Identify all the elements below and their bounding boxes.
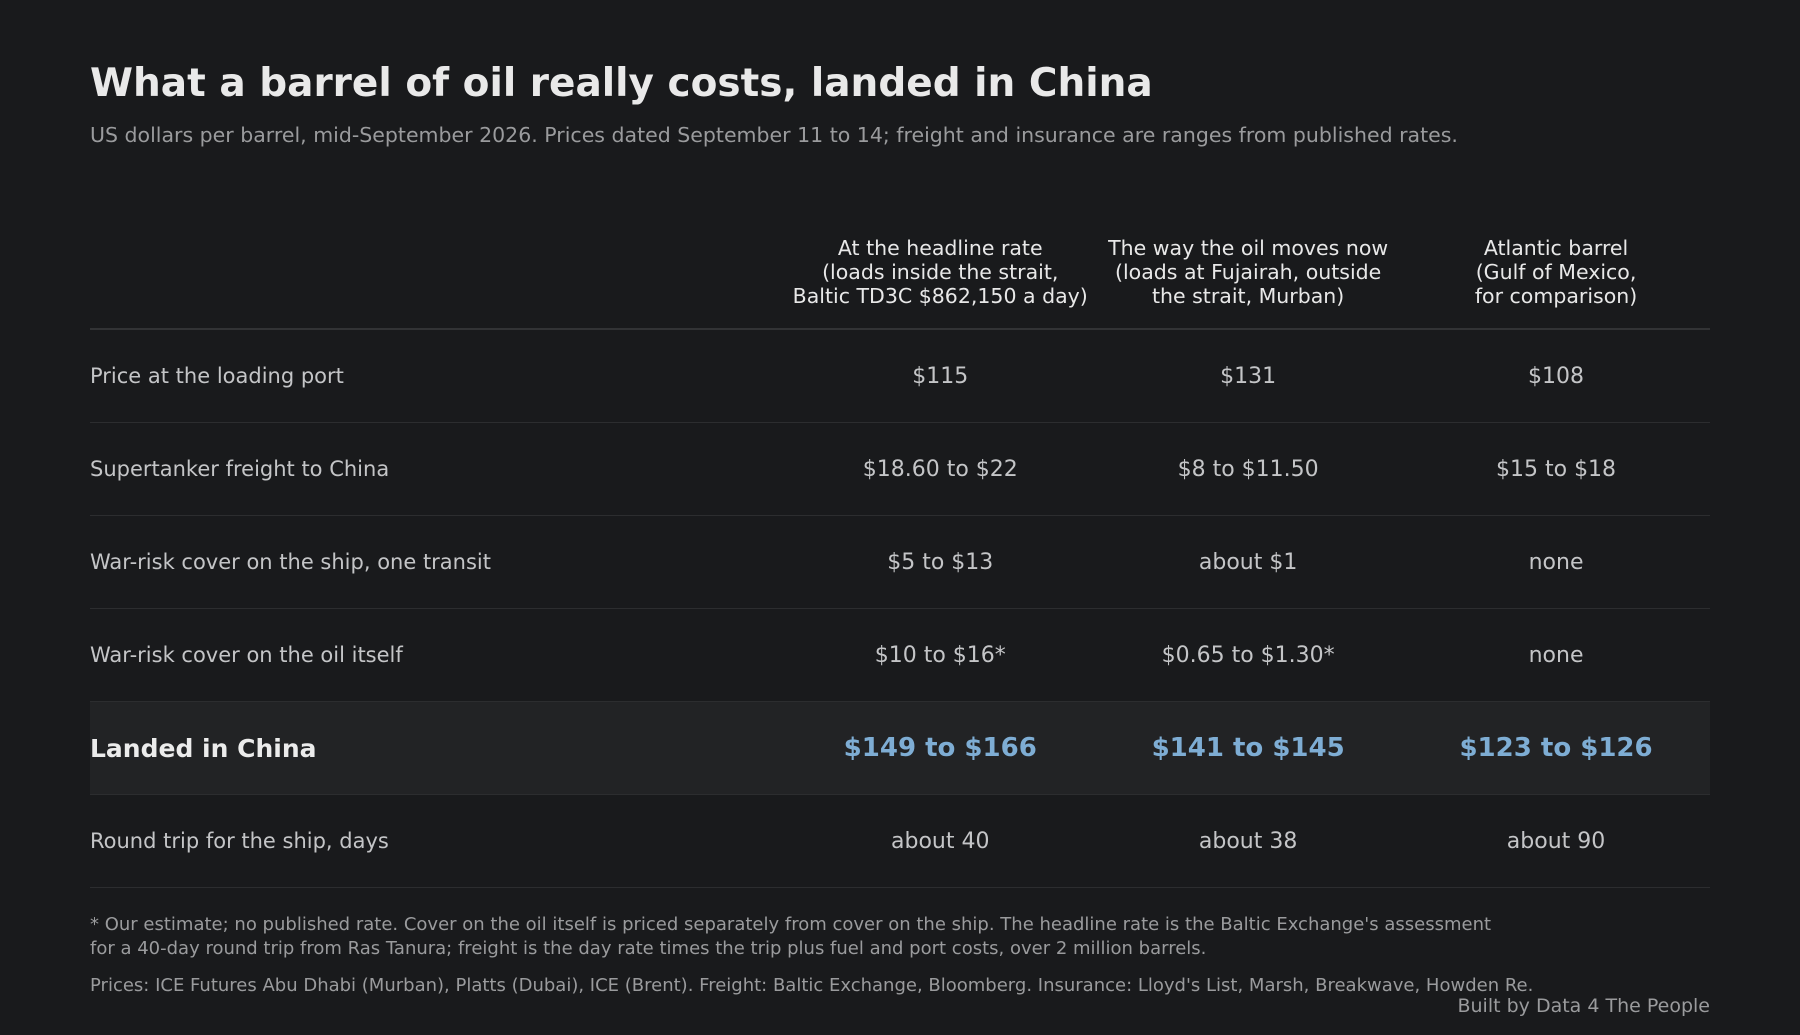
sources-note: Prices: ICE Futures Abu Dhabi (Murban), … xyxy=(90,975,1534,996)
page: What a barrel of oil really costs, lande… xyxy=(90,0,1710,1035)
header-line: (loads inside the strait, xyxy=(822,260,1059,284)
table-cell: about 90 xyxy=(1402,794,1710,888)
table-cell: $108 xyxy=(1402,329,1710,423)
credit-line: Built by Data 4 The People xyxy=(1457,995,1710,1017)
header-line: Baltic TD3C $862,150 a day) xyxy=(792,284,1088,308)
table-cell: $131 xyxy=(1094,329,1403,423)
row-label: War-risk cover on the oil itself xyxy=(90,608,787,702)
table-header: At the headline rate (loads inside the s… xyxy=(90,212,1710,330)
table-cell: none xyxy=(1402,608,1710,702)
table-row: War-risk cover on the ship, one transit … xyxy=(90,515,1710,609)
table-cell: about $1 xyxy=(1094,515,1403,609)
row-label: Price at the loading port xyxy=(90,329,787,423)
table-row: Supertanker freight to China $18.60 to $… xyxy=(90,422,1710,516)
row-label: Supertanker freight to China xyxy=(90,422,787,516)
table-body: Price at the loading port $115 $131 $108… xyxy=(90,329,1710,888)
total-row: Landed in China $149 to $166 $141 to $14… xyxy=(90,701,1710,795)
table-cell: $5 to $13 xyxy=(786,515,1095,609)
footnotes: * Our estimate; no published rate. Cover… xyxy=(90,913,1710,998)
header-line: Atlantic barrel xyxy=(1483,236,1629,260)
total-cell: $141 to $145 xyxy=(1094,701,1403,795)
row-label: Round trip for the ship, days xyxy=(90,794,787,888)
header-row: At the headline rate (loads inside the s… xyxy=(90,212,1710,330)
table-cell: $15 to $18 xyxy=(1402,422,1710,516)
table-cell: $0.65 to $1.30* xyxy=(1094,608,1403,702)
table-row: Price at the loading port $115 $131 $108 xyxy=(90,329,1710,423)
total-cell: $149 to $166 xyxy=(786,701,1095,795)
page-subtitle: US dollars per barrel, mid-September 202… xyxy=(90,123,1458,147)
header-line: (Gulf of Mexico, xyxy=(1475,260,1637,284)
header-line: for comparison) xyxy=(1474,284,1638,308)
table-cell: about 40 xyxy=(786,794,1095,888)
table-row: War-risk cover on the oil itself $10 to … xyxy=(90,608,1710,702)
table-cell: $10 to $16* xyxy=(786,608,1095,702)
total-cell: $123 to $126 xyxy=(1402,701,1710,795)
header-corner xyxy=(90,212,787,330)
header-line: the strait, Murban) xyxy=(1151,284,1345,308)
table-cell: $18.60 to $22 xyxy=(786,422,1095,516)
column-header-headline: At the headline rate (loads inside the s… xyxy=(786,212,1095,330)
cost-table: At the headline rate (loads inside the s… xyxy=(90,212,1710,888)
page-title: What a barrel of oil really costs, lande… xyxy=(90,61,1153,106)
table-cell: $115 xyxy=(786,329,1095,423)
header-line: The way the oil moves now xyxy=(1108,236,1389,260)
estimate-note: * Our estimate; no published rate. Cover… xyxy=(90,914,1492,959)
column-header-now: The way the oil moves now (loads at Fuja… xyxy=(1094,212,1403,330)
table-cell: none xyxy=(1402,515,1710,609)
table-cell: about 38 xyxy=(1094,794,1403,888)
table-row: Round trip for the ship, days about 40 a… xyxy=(90,794,1710,888)
total-row-label: Landed in China xyxy=(90,701,787,795)
header-line: (loads at Fujairah, outside xyxy=(1114,260,1382,284)
row-label: War-risk cover on the ship, one transit xyxy=(90,515,787,609)
table-cell: $8 to $11.50 xyxy=(1094,422,1403,516)
header-line: At the headline rate xyxy=(837,236,1043,260)
column-header-atlantic: Atlantic barrel (Gulf of Mexico, for com… xyxy=(1402,212,1710,330)
